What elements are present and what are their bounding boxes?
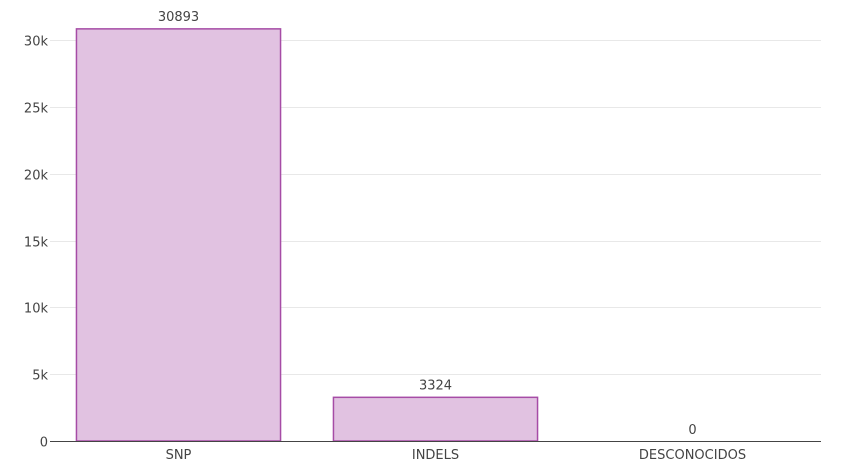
bars [75, 28, 539, 442]
bar-snp [75, 28, 282, 442]
bar-indels [332, 396, 539, 442]
y-tick-label: 20k [24, 169, 49, 184]
x-tick-label-indels: INDELS [412, 448, 459, 463]
y-tick-label: 25k [24, 102, 49, 117]
y-tick-label: 15k [24, 236, 49, 251]
data-label-indels: 3324 [419, 379, 452, 394]
x-tick-label-desconocidos: DESCONOCIDOS [639, 448, 746, 463]
data-label-snp: 30893 [158, 10, 199, 25]
data-label-desconocidos: 0 [688, 423, 696, 438]
x-tick-label-snp: SNP [166, 448, 192, 463]
y-tick-label: 5k [32, 369, 48, 384]
y-tick-label: 0 [40, 436, 48, 451]
y-tick-label: 30k [24, 35, 49, 50]
labels: 0 5k 10k 15k 20k 25k 30k 30893 SNP 3324 INDELS 0 DES… [24, 10, 746, 463]
y-tick-label: 10k [24, 302, 49, 317]
